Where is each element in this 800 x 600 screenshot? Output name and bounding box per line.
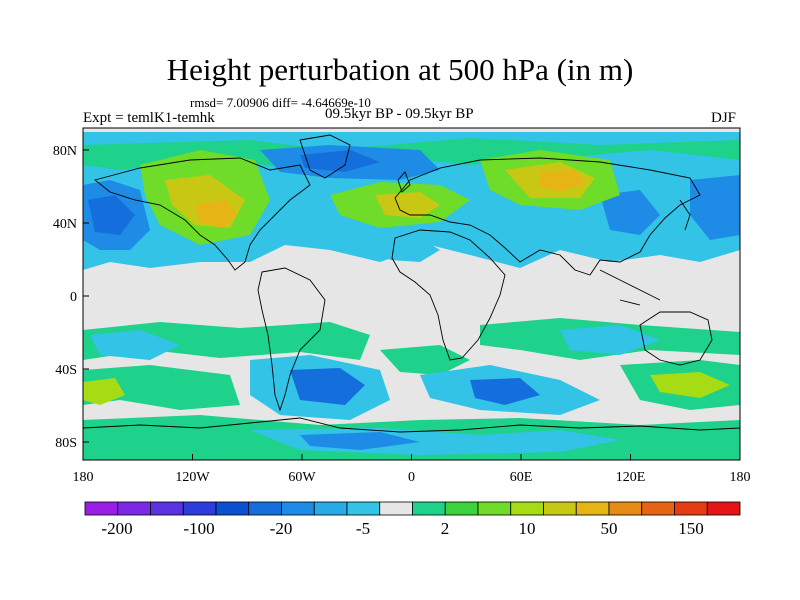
- contour-field: [83, 128, 740, 460]
- ylabel-80s: 80S: [55, 436, 77, 451]
- colorbar-label: -200: [101, 519, 132, 538]
- xlabel-120e: 120E: [616, 470, 646, 485]
- coast-south-america: [257, 267, 326, 412]
- colorbar-box: [412, 501, 446, 516]
- xlabel-180w: 180: [73, 470, 94, 485]
- colorbar-label: -5: [356, 519, 370, 538]
- colorbar-box: [477, 501, 512, 516]
- contour-nh-blue-c: [690, 175, 740, 240]
- contour-sh-darkblue-indian: [470, 378, 540, 405]
- colorbar-label: 10: [519, 519, 536, 538]
- contour-nh-darkblue-b: [300, 150, 380, 172]
- coast-australia: [639, 311, 713, 366]
- contour-sh-yellow-west: [83, 378, 125, 405]
- colorbar-box: [641, 501, 675, 516]
- contour-sh-darkblue-polar: [300, 432, 420, 450]
- contour-nh-yellow-c: [375, 192, 440, 218]
- xlabel-60w: 60W: [288, 470, 316, 485]
- colorbar-box: [543, 501, 577, 516]
- period-label: 09.5kyr BP - 09.5kyr BP: [325, 106, 474, 122]
- colorbar-box: [84, 501, 119, 516]
- colorbar-label: 2: [441, 519, 450, 538]
- coastlines: [83, 134, 740, 433]
- colorbar-box: [575, 501, 610, 516]
- colorbar-box: [674, 501, 708, 516]
- colorbar-box: [150, 501, 184, 516]
- colorbar-box: [313, 501, 348, 516]
- colorbar-box: [444, 501, 479, 516]
- colorbar-box: [608, 501, 643, 516]
- coast-uk: [397, 171, 411, 193]
- colorbar-box: [510, 501, 544, 516]
- colorbar-box: [248, 501, 282, 516]
- contour-sh-yellow-pacific: [650, 372, 730, 398]
- colorbar-box: [379, 501, 413, 516]
- coast-eurasia: [394, 157, 701, 276]
- colorbar-label: -100: [183, 519, 214, 538]
- ylabel-eq: 0: [70, 290, 77, 305]
- stats-line: rmsd= 7.00906 diff= -4.64669e-10: [190, 95, 371, 110]
- colorbar: [84, 501, 741, 516]
- colorbar-box: [215, 501, 250, 516]
- contour-mid-blue: [380, 238, 440, 262]
- contour-nh-blue-d: [600, 190, 660, 235]
- xlabel-0: 0: [408, 470, 415, 485]
- colorbar-label: 50: [601, 519, 618, 538]
- colorbar-box: [117, 501, 151, 516]
- coast-greenland: [299, 134, 351, 179]
- ylabel-40s: 40S: [55, 363, 77, 378]
- axis-ticks: [82, 149, 741, 460]
- contour-nh-orange-a: [195, 200, 238, 228]
- xlabel-180e: 180: [730, 470, 751, 485]
- contour-sh-blue-west: [90, 330, 180, 360]
- colorbar-box: [182, 501, 217, 516]
- contour-nh-darkblue-a: [88, 195, 135, 235]
- season-label: DJF: [711, 110, 737, 126]
- colorbar-label: -20: [270, 519, 293, 538]
- coast-southeast-asia: [599, 269, 661, 306]
- plot-title: Height perturbation at 500 hPa (in m): [166, 52, 634, 87]
- ylabel-40n: 40N: [53, 217, 77, 232]
- coast-japan: [679, 199, 691, 231]
- coast-north-america: [94, 157, 311, 271]
- colorbar-box: [346, 501, 381, 516]
- colorbar-box: [706, 501, 741, 516]
- ylabel-80n: 80N: [53, 144, 77, 159]
- colorbar-label: 150: [678, 519, 704, 538]
- contour-sh-blue-east: [560, 325, 660, 355]
- colorbar-labels: -200 -100 -20 -5 2 10 50 150: [101, 519, 703, 538]
- colorbar-box: [281, 501, 315, 516]
- coast-africa: [391, 229, 506, 361]
- coast-antarctica: [83, 417, 740, 433]
- contour-sh-green-mid: [83, 365, 240, 410]
- contour-nh-orange-b: [540, 170, 585, 192]
- xlabel-120w: 120W: [175, 470, 210, 485]
- contour-sh-darkblue-south: [290, 368, 365, 405]
- xlabel-60e: 60E: [510, 470, 533, 485]
- experiment-label: Expt = temlK1-temhk: [83, 110, 215, 126]
